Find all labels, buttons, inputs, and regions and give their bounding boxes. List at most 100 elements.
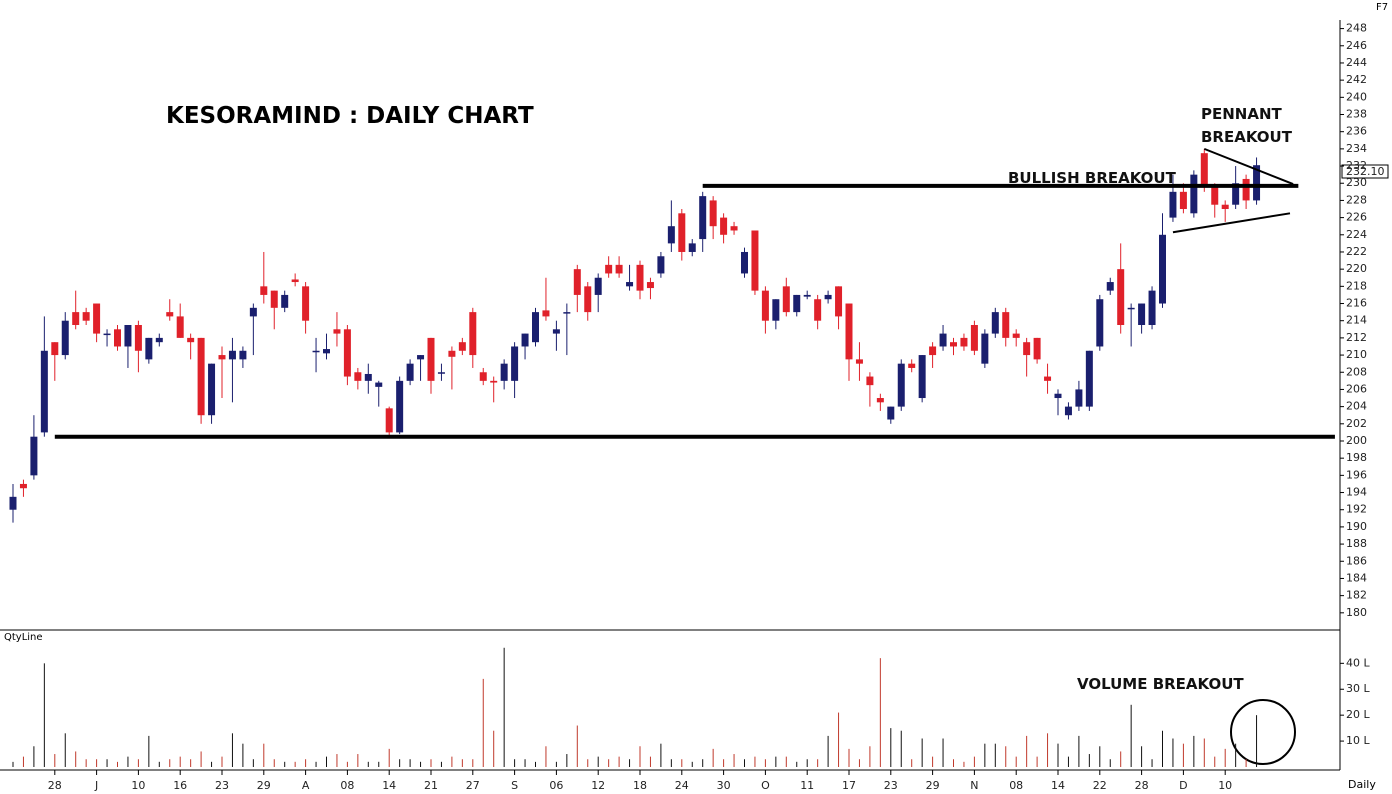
candle-body [448,350,456,357]
y-tick-label: 192 [1346,503,1367,516]
candle-body [406,363,414,381]
candle-body [9,496,17,510]
candle-body [573,269,581,295]
x-tick-label: 18 [633,779,647,792]
y2-tick-label: 10 L [1346,734,1370,747]
x-tick-label: 10 [131,779,145,792]
candle-body [876,398,884,403]
candle-body [584,286,592,313]
candle-body [626,282,634,287]
candle-body [720,217,728,235]
candle-body [1033,337,1041,360]
candle-body [1148,290,1156,325]
x-tick-label: 29 [257,779,271,792]
candle-body [814,299,822,321]
candle-body [646,282,654,289]
candle-body [375,382,383,387]
x-tick-label: A [302,779,310,792]
x-tick-label: 23 [215,779,229,792]
period-label: Daily [1348,778,1376,791]
candle-body [803,294,811,297]
candle-body [239,350,247,360]
bullish-annotation: BULLISH BREAKOUT [1008,169,1177,187]
candle-body [500,363,508,381]
candle-body [1106,282,1114,291]
x-tick-label: O [761,779,770,792]
candle-body [657,256,665,274]
trend-line [1172,212,1291,234]
y-tick-label: 224 [1346,228,1367,241]
candle-body [1138,303,1146,325]
candle-body [490,380,498,383]
candle-body [228,350,236,360]
x-tick-label: 11 [800,779,814,792]
y-tick-label: 230 [1346,176,1367,189]
candle-body [908,363,916,368]
last-price-box [1341,164,1389,179]
candle-body [187,337,195,343]
y-tick-label: 236 [1346,125,1367,138]
candle-body [897,363,905,407]
candle-body [364,373,372,381]
y-tick-label: 208 [1346,365,1367,378]
candle-body [82,312,90,321]
y-tick-label: 182 [1346,589,1367,602]
y-tick-label: 226 [1346,211,1367,224]
candle-body [458,342,466,351]
candle-body [437,372,445,374]
candle-body [1127,307,1135,310]
candle-body [1200,153,1208,188]
y-tick-label: 200 [1346,434,1367,447]
candle-body [385,408,393,433]
x-tick-label: 14 [382,779,396,792]
candle-body [155,337,163,343]
candle-body [1075,389,1083,407]
trend-line [1203,147,1294,186]
y-tick-label: 220 [1346,262,1367,275]
key-label: F7 [1376,2,1388,13]
candle-body [835,286,843,317]
y-tick-label: 188 [1346,537,1367,550]
candle-body [479,372,487,381]
candle-body [103,333,111,336]
y-tick-label: 216 [1346,297,1367,310]
candle-body [542,310,550,317]
candle-body [197,337,205,416]
y-tick-label: 242 [1346,73,1367,86]
candle-body [772,299,780,321]
candle-body [343,329,351,377]
x-tick-label: 12 [591,779,605,792]
candle-body [166,312,174,317]
last-price: 232.10 [1346,165,1385,178]
candle-body [1012,333,1020,338]
candle-body [866,376,874,386]
candle-body [960,337,968,347]
candle-body [615,264,623,274]
x-tick-label: 10 [1218,779,1232,792]
candle-body [699,196,707,240]
candle-body [636,264,644,291]
candle-body [1117,269,1125,325]
candle-body [532,312,539,343]
x-tick-label: 22 [1093,779,1107,792]
candle-body [249,307,257,317]
candle-body [918,355,926,399]
candle-body [1159,234,1166,304]
y-tick-label: 194 [1346,486,1367,499]
candle-body [61,320,69,356]
candle-body [1242,178,1250,201]
candle-body [981,333,989,364]
y2-tick-label: 40 L [1346,656,1370,669]
candle-body [114,329,121,347]
x-tick-label: 28 [1135,779,1149,792]
y-tick-label: 206 [1346,382,1367,395]
x-tick-label: 24 [675,779,689,792]
candle-body [511,346,519,381]
candle-body [354,372,362,381]
candle-body [782,286,790,313]
candle-body [1190,174,1198,214]
candle-body [970,325,978,351]
candle-body [312,350,320,353]
x-tick-label: D [1179,779,1187,792]
